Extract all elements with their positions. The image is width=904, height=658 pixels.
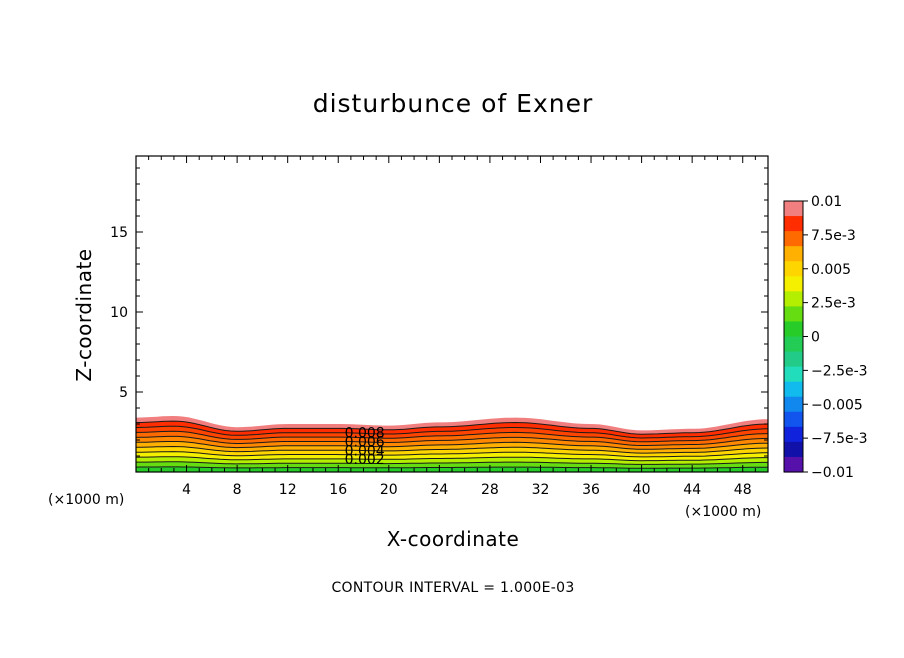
colorbar-label: 0 bbox=[811, 330, 820, 346]
x-unit-right: (×1000 m) bbox=[685, 504, 761, 520]
colorbar-swatch bbox=[784, 381, 803, 398]
colorbar-swatch bbox=[784, 201, 803, 217]
colorbar-swatch bbox=[784, 321, 803, 338]
x-tick-label: 44 bbox=[683, 482, 701, 498]
colorbar-swatch bbox=[784, 366, 803, 383]
colorbar-swatch bbox=[784, 291, 803, 307]
y-tick-label: 15 bbox=[110, 225, 128, 241]
colorbar-swatch bbox=[784, 396, 803, 413]
contour-line bbox=[136, 451, 768, 458]
contour-label: 0.008 bbox=[345, 426, 385, 442]
contour-line-layer bbox=[135, 420, 769, 469]
contour-line bbox=[135, 445, 769, 454]
x-tick-label: 32 bbox=[532, 482, 550, 498]
x-tick-label: 4 bbox=[182, 482, 191, 498]
colorbar-swatch bbox=[784, 231, 803, 247]
colorbar-label: 7.5e-3 bbox=[811, 228, 856, 244]
x-tick-label: 20 bbox=[380, 482, 398, 498]
colorbar-swatch bbox=[784, 411, 803, 428]
contour-label: 0.002 bbox=[345, 452, 385, 468]
x-unit-left: (×1000 m) bbox=[48, 492, 124, 508]
x-tick-label: 8 bbox=[233, 482, 242, 498]
colorbar-label: −7.5e-3 bbox=[811, 431, 868, 447]
colorbar-swatch bbox=[784, 216, 803, 232]
contour-line bbox=[136, 430, 769, 443]
colorbar-swatch bbox=[784, 336, 803, 353]
x-tick-label: 28 bbox=[481, 482, 499, 498]
contour-label: 0.006 bbox=[345, 434, 385, 450]
contour-line bbox=[135, 456, 768, 462]
x-axis-title: X-coordinate bbox=[387, 527, 520, 551]
colorbar-label: 0.005 bbox=[811, 262, 851, 278]
x-tick-label: 16 bbox=[329, 482, 347, 498]
contour-line bbox=[136, 461, 768, 465]
contour-label: 0.004 bbox=[345, 443, 385, 459]
chart-title: disturbunce of Exner bbox=[313, 89, 594, 118]
colorbar-swatch bbox=[784, 276, 803, 292]
colorbar-swatch bbox=[784, 351, 803, 368]
x-tick-label: 36 bbox=[582, 482, 600, 498]
contour-line bbox=[135, 435, 769, 446]
y-tick-label: 5 bbox=[119, 385, 128, 401]
x-tick-label: 12 bbox=[279, 482, 297, 498]
colorbar-label: 2.5e-3 bbox=[811, 296, 856, 312]
x-tick-label: 24 bbox=[430, 482, 448, 498]
x-tick-label: 40 bbox=[633, 482, 651, 498]
colorbar: 0.01 7.5e-3 0.005 2.5e-3 0 −2.5e-3 −0.005 −7.5e… bbox=[783, 194, 868, 481]
colorbar-swatch bbox=[784, 261, 803, 277]
contour-interval-note: CONTOUR INTERVAL = 1.000E-03 bbox=[331, 580, 574, 596]
contour-line bbox=[136, 420, 769, 435]
contour-line bbox=[135, 466, 768, 469]
colorbar-label: −0.005 bbox=[811, 397, 863, 413]
colorbar-label: −2.5e-3 bbox=[811, 363, 868, 379]
colorbar-swatch bbox=[784, 306, 803, 323]
colorbar-label: −0.01 bbox=[811, 465, 854, 481]
y-tick-label: 10 bbox=[110, 305, 128, 321]
colorbar-swatch bbox=[784, 456, 803, 473]
colorbar-label: 0.01 bbox=[811, 194, 842, 210]
colorbar-swatch bbox=[784, 441, 803, 458]
y-axis-title: Z-coordinate bbox=[72, 248, 96, 381]
contour-line bbox=[135, 425, 769, 439]
contour-line bbox=[136, 441, 769, 450]
colorbar-swatch bbox=[784, 246, 803, 262]
colorbar-swatch bbox=[784, 426, 803, 443]
x-tick-label: 48 bbox=[734, 482, 752, 498]
